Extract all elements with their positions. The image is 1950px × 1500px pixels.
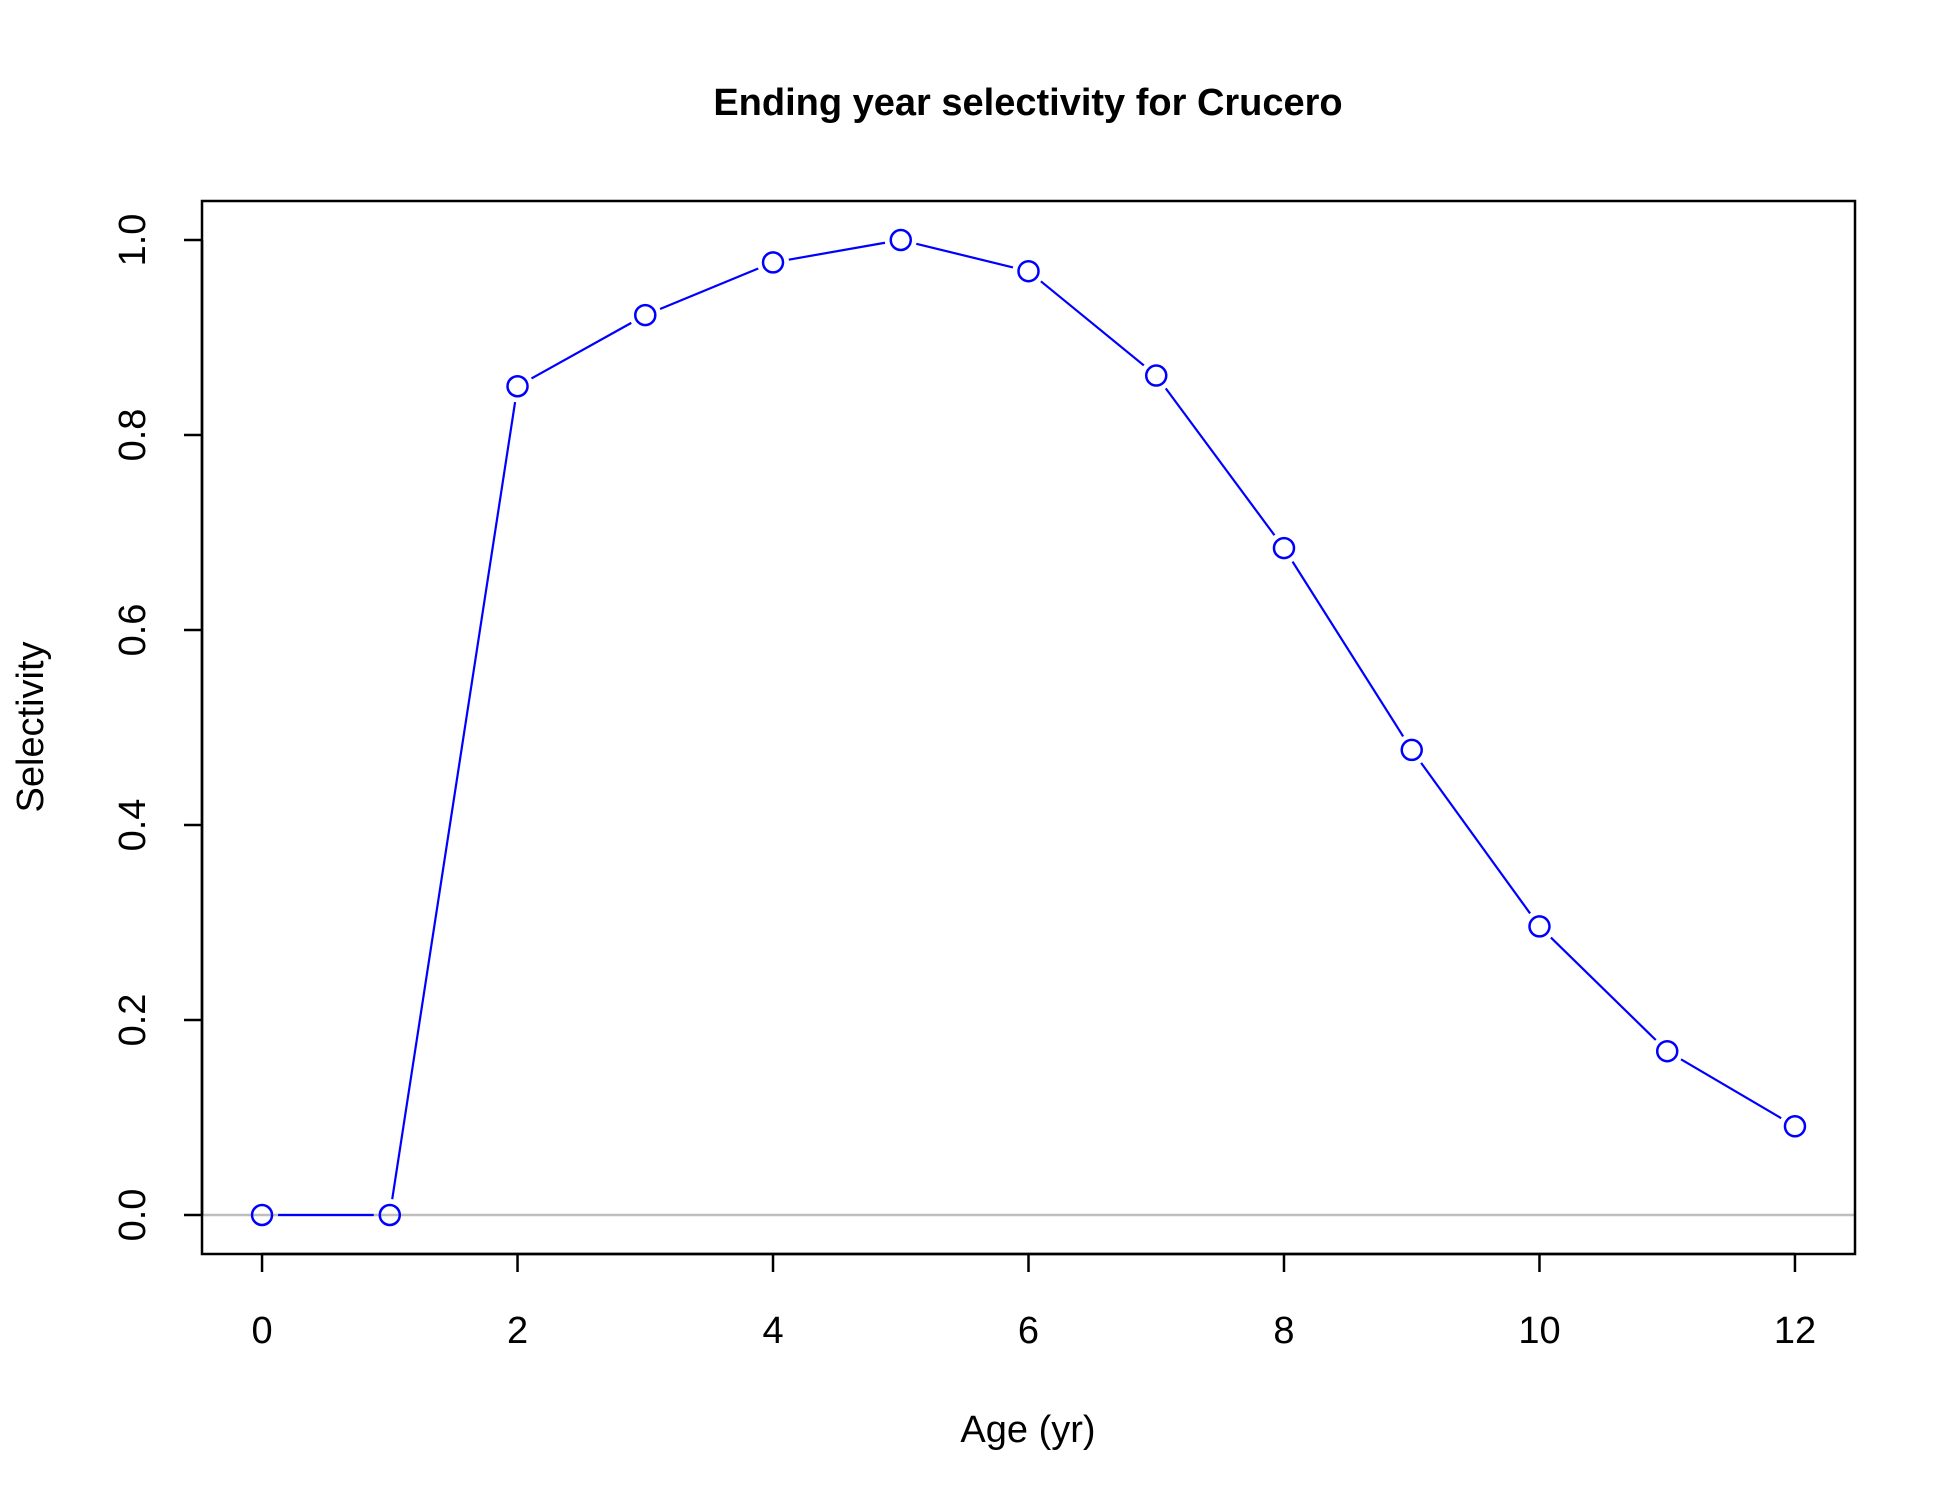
x-axis-label: Age (yr) (960, 1409, 1095, 1451)
data-point (634, 303, 657, 327)
y-tick-label: 0.6 (112, 604, 154, 657)
plot-area: 0 2 4 6 8 10 12 0.0 0.2 0.4 0.6 0.8 1.0 (112, 199, 1857, 1352)
x-tick-label: 12 (1774, 1310, 1816, 1352)
series-line-segment (1040, 280, 1145, 367)
data-point (1528, 915, 1551, 938)
plot-frame (200, 199, 1857, 1256)
data-point (1400, 738, 1423, 762)
series-line-segment (391, 401, 517, 1200)
x-tick-label: 0 (251, 1310, 272, 1352)
y-tick-label: 0.4 (112, 799, 154, 852)
y-tick-label: 0.0 (112, 1189, 154, 1242)
x-tick-label: 6 (1018, 1310, 1039, 1352)
data-point (1783, 1115, 1807, 1138)
data-point (1144, 364, 1168, 387)
data-point (1272, 536, 1296, 560)
x-tick-label: 4 (762, 1310, 783, 1352)
data-point (761, 251, 785, 274)
series-line-segment (1680, 1058, 1782, 1120)
series-line-segment (530, 321, 632, 380)
y-axis-label: Selectivity (10, 641, 52, 812)
series-line-segment (1550, 936, 1657, 1041)
series-line-segment (1291, 561, 1405, 737)
x-tick-label: 10 (1518, 1310, 1560, 1352)
series-line-segment (916, 242, 1014, 269)
data-point (1655, 1039, 1679, 1063)
y-tick-label: 1.0 (112, 214, 154, 267)
chart-title: Ending year selectivity for Crucero (713, 82, 1342, 124)
y-tick-label: 0.2 (112, 994, 154, 1047)
data-point (250, 1203, 274, 1227)
y-tick-label: 0.8 (112, 409, 154, 462)
x-tick-label: 2 (507, 1310, 528, 1352)
data-point (889, 228, 913, 252)
series-line-segment (1164, 387, 1276, 536)
data-point (378, 1203, 402, 1227)
series-line-segment (788, 241, 886, 261)
data-point (506, 375, 529, 398)
data-point (1017, 259, 1040, 283)
x-tick-label: 8 (1273, 1310, 1294, 1352)
series-line-segment (659, 267, 759, 310)
series-line-segment (1420, 762, 1531, 915)
